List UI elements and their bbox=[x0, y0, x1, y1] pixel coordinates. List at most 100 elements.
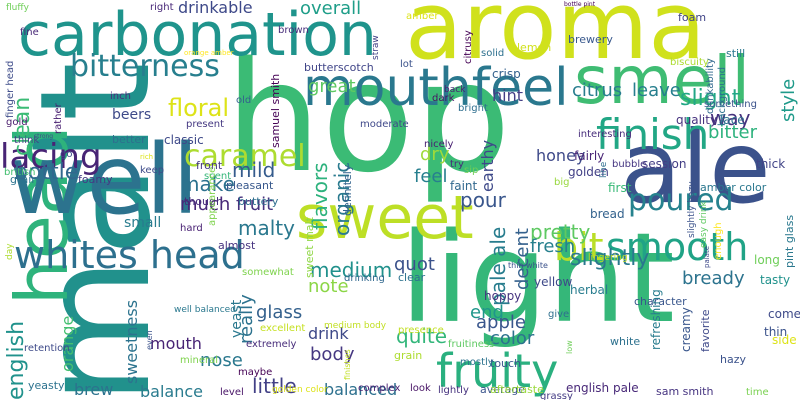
cloud-word: make bbox=[180, 172, 235, 196]
cloud-word: golden color bbox=[272, 385, 328, 395]
cloud-word: bread bbox=[590, 207, 625, 221]
cloud-word: scent bbox=[204, 171, 232, 182]
cloud-word: aftertaste bbox=[490, 383, 544, 396]
cloud-word: interesting bbox=[578, 129, 632, 140]
cloud-word: first bbox=[608, 181, 632, 195]
cloud-word: bitterness bbox=[70, 49, 220, 84]
cloud-word: leave bbox=[632, 80, 681, 101]
cloud-word: bottle pint bbox=[564, 1, 596, 8]
cloud-word: present bbox=[186, 119, 225, 130]
cloud-word: mild bbox=[232, 158, 276, 182]
cloud-word: go bbox=[60, 149, 73, 160]
cloud-word: little bbox=[252, 374, 297, 398]
cloud-word: bit bbox=[554, 225, 604, 269]
cloud-word: medium bbox=[310, 258, 393, 282]
cloud-word: lace bbox=[720, 113, 745, 127]
cloud-word: mostly bbox=[460, 357, 494, 368]
cloud-word: english bbox=[4, 320, 29, 400]
cloud-word: thick bbox=[756, 157, 786, 171]
cloud-word: caramel bbox=[184, 139, 306, 174]
cloud-word: hop bbox=[225, 29, 511, 206]
cloud-word: brown bbox=[278, 25, 309, 36]
cloud-word: hint bbox=[492, 86, 523, 105]
cloud-word: definitely bbox=[341, 164, 354, 216]
cloud-word: excellent bbox=[260, 323, 306, 334]
cloud-word: day bbox=[5, 243, 15, 260]
cloud-word: thin bbox=[764, 325, 788, 339]
cloud-word: still bbox=[726, 47, 746, 60]
cloud-word: well bbox=[8, 124, 199, 236]
cloud-word: old bbox=[236, 95, 252, 106]
cloud-word: amber color bbox=[700, 181, 767, 194]
cloud-word: rather bbox=[53, 103, 64, 134]
cloud-word: hard bbox=[180, 223, 203, 234]
cloud-word: sip bbox=[464, 165, 479, 176]
cloud-word: carbonation bbox=[18, 0, 377, 70]
cloud-word: mineral bbox=[180, 355, 219, 366]
cloud-word: sweet bbox=[296, 183, 474, 253]
cloud-word: look bbox=[410, 383, 431, 394]
cloud-word: note bbox=[308, 276, 349, 297]
cloud-word: much bbox=[180, 194, 231, 215]
cloud-word: somewhat bbox=[242, 267, 294, 278]
cloud-word: mouth bbox=[150, 334, 202, 353]
cloud-word: medium body bbox=[324, 321, 387, 331]
cloud-word: honey bbox=[536, 146, 586, 165]
cloud-word: slightly hazy bbox=[687, 181, 697, 238]
cloud-word: apple bbox=[476, 312, 526, 333]
cloud-word: fluffy bbox=[6, 3, 29, 13]
cloud-word: brewery bbox=[568, 33, 613, 46]
cloud-word: lemon bbox=[517, 41, 552, 54]
cloud-word: easy drink bbox=[699, 201, 709, 248]
cloud-word: malty bbox=[238, 216, 295, 240]
cloud-word: level bbox=[220, 387, 244, 398]
cloud-word: finger head bbox=[5, 60, 16, 118]
cloud-word: favorite bbox=[699, 309, 712, 352]
cloud-word: whites head bbox=[14, 233, 245, 277]
cloud-word: body bbox=[310, 344, 355, 365]
cloud-word: citrus bbox=[572, 80, 623, 101]
cloud-word: faint bbox=[450, 179, 478, 193]
cloud-word: way bbox=[710, 106, 751, 130]
cloud-word: creamy bbox=[679, 307, 693, 352]
cloud-word: pleasant bbox=[226, 179, 274, 192]
cloud-word: think bbox=[14, 135, 40, 146]
cloud-word: drink bbox=[308, 324, 349, 343]
cloud-word: bready bbox=[682, 268, 745, 289]
cloud-word: session bbox=[642, 157, 687, 171]
cloud-word: smooth bbox=[606, 225, 749, 269]
cloud-word: grain bbox=[394, 349, 423, 362]
cloud-word: better bbox=[112, 133, 146, 146]
cloud-word: appearance bbox=[207, 166, 218, 226]
cloud-word: keep bbox=[140, 165, 165, 176]
cloud-word: amber bbox=[406, 11, 439, 22]
cloud-word: bitter bbox=[708, 122, 758, 143]
cloud-word: fruit bbox=[236, 194, 274, 215]
cloud-word: complex bbox=[358, 383, 401, 394]
cloud-word: back bbox=[444, 85, 466, 95]
cloud-word: earthy bbox=[478, 139, 497, 192]
cloud-word: dry bbox=[420, 144, 450, 165]
cloud-word: hazy bbox=[720, 353, 746, 366]
cloud-word: thin white bbox=[508, 261, 548, 270]
cloud-word: front bbox=[196, 159, 223, 172]
cloud-word: though bbox=[184, 195, 223, 208]
cloud-word: maybe bbox=[238, 367, 273, 378]
cloud-word: gold bbox=[6, 117, 28, 128]
cloud-word: presence bbox=[398, 325, 444, 336]
cloud-word: citrusy bbox=[463, 30, 474, 64]
cloud-word: white bbox=[610, 335, 641, 348]
cloud-word: line bbox=[599, 161, 609, 178]
cloud-word: bright bbox=[458, 103, 488, 114]
cloud-word: butterscotch bbox=[304, 61, 374, 74]
cloud-word: palate bbox=[703, 245, 711, 268]
cloud-word: character bbox=[634, 295, 687, 308]
cloud-word: extremely bbox=[246, 339, 297, 350]
cloud-word: bottle bbox=[14, 160, 79, 185]
cloud-word: moderate bbox=[360, 119, 409, 130]
cloud-word: pint glass bbox=[783, 214, 796, 268]
cloud-word: pour bbox=[460, 188, 506, 212]
cloud-word: bubble bbox=[612, 159, 647, 170]
cloud-word: smell bbox=[574, 42, 750, 119]
cloud-word: strong bbox=[34, 133, 54, 140]
